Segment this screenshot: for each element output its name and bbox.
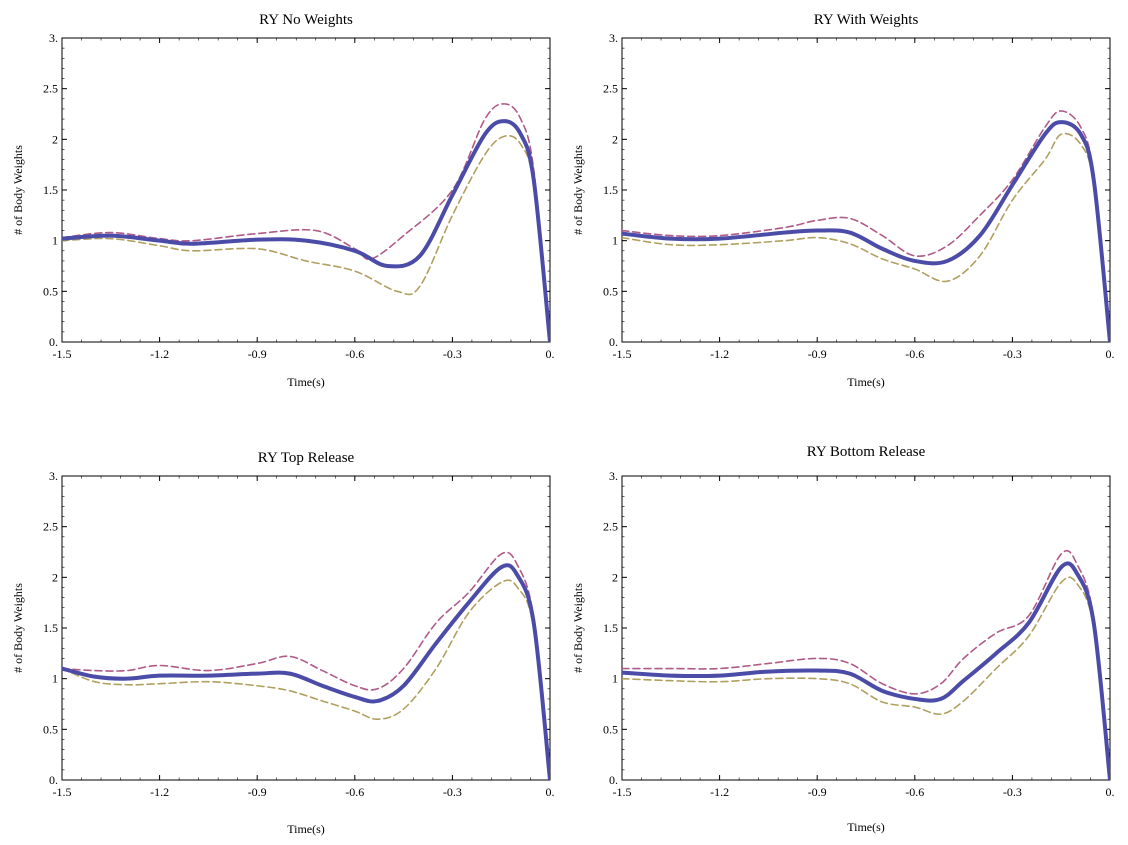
mean-line (62, 119, 550, 342)
mean-line (62, 563, 550, 780)
x-tick-label: -1.2 (150, 347, 169, 361)
x-axis-label: Time(s) (287, 375, 325, 389)
x-tick-label: 0. (546, 347, 555, 361)
y-tick-label: 2.5 (43, 82, 58, 96)
y-tick-label: 0.5 (43, 284, 58, 298)
x-tick-label: -0.9 (248, 785, 267, 799)
y-axis-label: # of Body Weights (11, 145, 25, 235)
x-tick-label: -0.3 (1003, 785, 1022, 799)
upper-bound-line (62, 103, 550, 342)
chart-panel-4: RY Bottom Release -1.5 -1.2 -0.9 -0.6 -0.3 0. 0… (571, 444, 1115, 834)
chart-title: RY With Weights (814, 12, 919, 28)
chart-title: RY Top Release (258, 450, 355, 466)
lower-bound-line (622, 132, 1110, 342)
lower-bound-line (622, 576, 1110, 780)
x-tick-label: 0. (1106, 785, 1115, 799)
plot-frame (61, 475, 551, 781)
x-tick-label: -0.6 (905, 347, 924, 361)
y-tick-label: 2 (612, 570, 618, 584)
y-tick-label: 2 (52, 132, 58, 146)
y-tick-label: 2.5 (603, 82, 618, 96)
x-tick-label: -0.9 (808, 347, 827, 361)
x-tick-label: -0.6 (905, 785, 924, 799)
x-tick-label: -1.5 (613, 785, 632, 799)
plot-frame (621, 475, 1111, 781)
x-tick-label: -0.3 (1003, 347, 1022, 361)
y-tick-label: 1.5 (603, 183, 618, 197)
y-tick-label: 3. (609, 469, 618, 483)
y-tick-label: 0. (609, 773, 618, 787)
x-tick-label: -1.2 (710, 347, 729, 361)
plot-frame (61, 37, 551, 343)
mean-line (622, 120, 1110, 342)
y-tick-label: 2.5 (603, 520, 618, 534)
y-tick-label: 0. (609, 335, 618, 349)
plot-frame (621, 37, 1111, 343)
upper-bound-line (622, 549, 1110, 780)
x-tick-label: -0.9 (808, 785, 827, 799)
y-tick-label: 1 (52, 234, 58, 248)
y-tick-label: 0. (49, 335, 58, 349)
y-tick-label: 3. (609, 31, 618, 45)
x-tick-label: 0. (1106, 347, 1115, 361)
y-axis-label: # of Body Weights (571, 583, 585, 673)
y-tick-label: 2 (612, 132, 618, 146)
x-axis-label: Time(s) (847, 375, 885, 389)
x-tick-label: -1.5 (53, 785, 72, 799)
y-tick-label: 1 (612, 234, 618, 248)
x-tick-label: -1.5 (53, 347, 72, 361)
y-tick-label: 3. (49, 469, 58, 483)
y-tick-label: 1 (52, 672, 58, 686)
y-tick-label: 0.5 (43, 722, 58, 736)
y-tick-label: 2.5 (43, 520, 58, 534)
y-tick-label: 0.5 (603, 722, 618, 736)
y-axis-label: # of Body Weights (11, 583, 25, 673)
x-tick-label: -1.5 (613, 347, 632, 361)
y-tick-label: 1.5 (603, 621, 618, 635)
x-tick-label: -0.3 (443, 347, 462, 361)
chart-panel-3: RY Top Release -1.5 -1.2 -0.9 -0.6 -0.3 0. 0. 0.… (11, 450, 555, 836)
chart-panel-2: RY With Weights -1.5 -1.2 -0.9 -0.6 -0.3 0. 0. 0… (571, 12, 1115, 389)
chart-title: RY No Weights (259, 12, 353, 28)
mean-line (622, 561, 1110, 780)
chart-panel-1: RY No Weights -1.5 -1.2 -0.9 -0.6 -0.3 0. 0. 0.5… (11, 12, 555, 389)
x-tick-label: -1.2 (710, 785, 729, 799)
upper-bound-line (62, 551, 550, 780)
y-tick-label: 1.5 (43, 621, 58, 635)
y-tick-label: 2 (52, 570, 58, 584)
y-tick-label: 0.5 (603, 284, 618, 298)
lower-bound-line (62, 134, 550, 342)
x-tick-label: -0.3 (443, 785, 462, 799)
y-tick-label: 3. (49, 31, 58, 45)
upper-bound-line (622, 110, 1110, 342)
x-tick-label: -0.9 (248, 347, 267, 361)
x-axis-label: Time(s) (847, 820, 885, 834)
x-tick-label: -0.6 (345, 785, 364, 799)
y-axis-label: # of Body Weights (571, 145, 585, 235)
x-axis-label: Time(s) (287, 822, 325, 836)
x-tick-label: 0. (546, 785, 555, 799)
y-tick-label: 1.5 (43, 183, 58, 197)
y-tick-label: 0. (49, 773, 58, 787)
x-tick-label: -1.2 (150, 785, 169, 799)
y-tick-label: 1 (612, 672, 618, 686)
lower-bound-line (62, 579, 550, 780)
chart-title: RY Bottom Release (807, 444, 926, 460)
x-tick-label: -0.6 (345, 347, 364, 361)
